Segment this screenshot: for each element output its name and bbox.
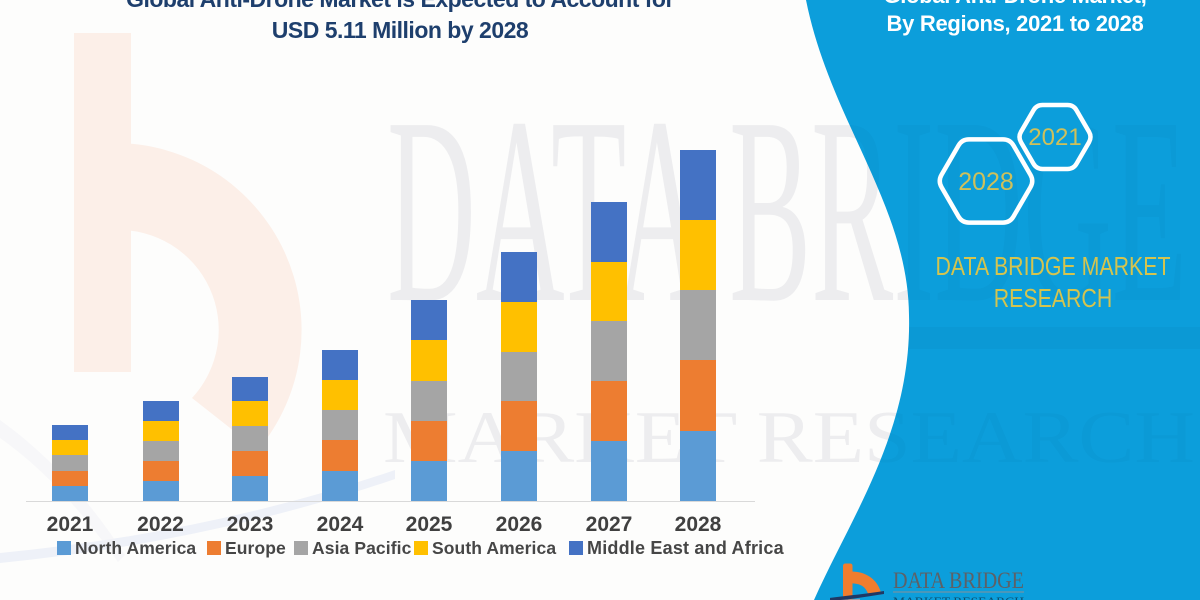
svg-text:MARKET RESEARCH: MARKET RESEARCH [893,594,1024,600]
svg-text:2021: 2021 [1028,124,1081,151]
svg-text:2028: 2028 [958,168,1014,196]
svg-text:DATA BRIDGE: DATA BRIDGE [893,568,1024,593]
